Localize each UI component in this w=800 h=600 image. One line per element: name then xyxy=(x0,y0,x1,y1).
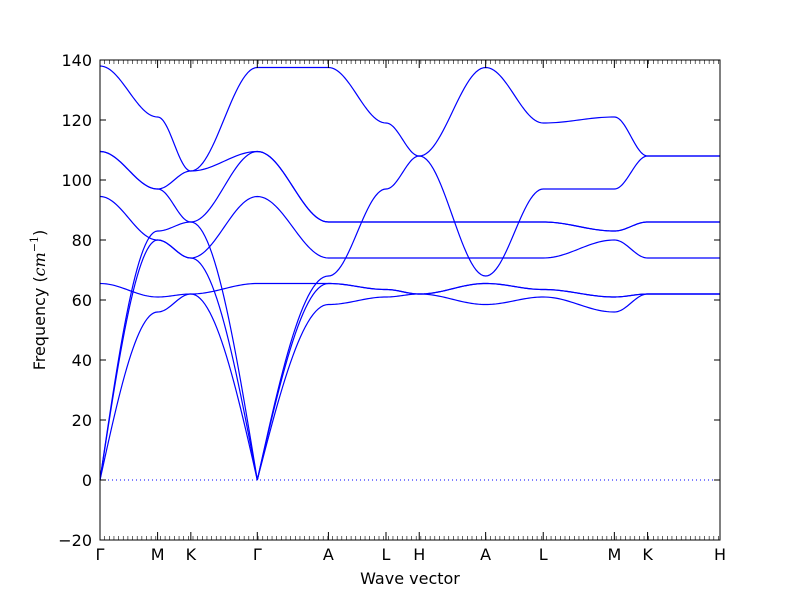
y-tick-label: 20 xyxy=(72,411,92,430)
y-tick-label: 0 xyxy=(82,471,92,490)
x-tick-label: Γ xyxy=(96,545,105,564)
x-tick-label: A xyxy=(323,545,334,564)
tick-layer: −20 0 20 40 60 80 100 120 140 Γ M K Γ A L H A L M K H xyxy=(58,51,726,564)
y-tick-label: 40 xyxy=(72,351,92,370)
band-series-5 xyxy=(99,195,720,259)
x-tick-label: K xyxy=(186,545,197,564)
x-tick-label: K xyxy=(642,545,653,564)
x-tick-label: A xyxy=(480,545,491,564)
band-series-7 xyxy=(99,150,720,232)
x-tick-label: Γ xyxy=(253,545,262,564)
y-axis-label-unit: cm xyxy=(30,252,49,276)
y-axis-label-exponent: −1 xyxy=(28,236,41,252)
y-tick-label: 140 xyxy=(61,51,92,70)
band-series-8 xyxy=(99,65,720,172)
x-tick-label: H xyxy=(413,545,425,564)
x-tick-label: L xyxy=(539,545,548,564)
band-series-3 xyxy=(99,155,720,481)
band-series-2 xyxy=(99,239,720,481)
y-tick-label: 60 xyxy=(72,291,92,310)
band-series-4 xyxy=(99,282,720,298)
x-tick-label: H xyxy=(714,545,726,564)
x-axis-label: Wave vector xyxy=(360,569,460,588)
plot-frame xyxy=(99,59,721,541)
x-tick-label: M xyxy=(151,545,165,564)
y-axis-label-suffix: ) xyxy=(30,230,49,236)
y-tick-label: 100 xyxy=(61,171,92,190)
y-axis-label: Frequency (cm−1) xyxy=(28,230,49,371)
series-layer xyxy=(99,65,720,481)
y-axis-label-prefix: Frequency ( xyxy=(30,276,49,370)
y-tick-label: −20 xyxy=(58,531,92,550)
x-tick-label: M xyxy=(607,545,621,564)
band-series-1 xyxy=(99,293,720,481)
y-tick-label: 120 xyxy=(61,111,92,130)
x-tick-label: L xyxy=(382,545,391,564)
y-tick-label: 80 xyxy=(72,231,92,250)
band-series-6 xyxy=(99,150,720,232)
